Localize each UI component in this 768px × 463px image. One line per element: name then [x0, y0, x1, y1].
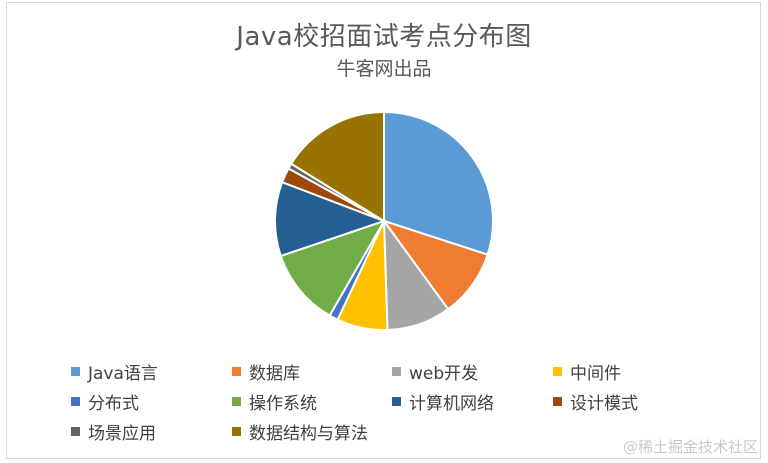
pie-slice-6 [274, 180, 387, 258]
pie-slice-9 [289, 110, 385, 223]
pie-slice-5 [279, 219, 387, 317]
pie-slice-0 [383, 110, 495, 256]
chart-subtitle: 牛客网出品 [336, 58, 432, 80]
chart-title: Java校招面试考点分布图 [236, 22, 532, 52]
watermark: @稀土掘金技术社区 [622, 438, 758, 456]
